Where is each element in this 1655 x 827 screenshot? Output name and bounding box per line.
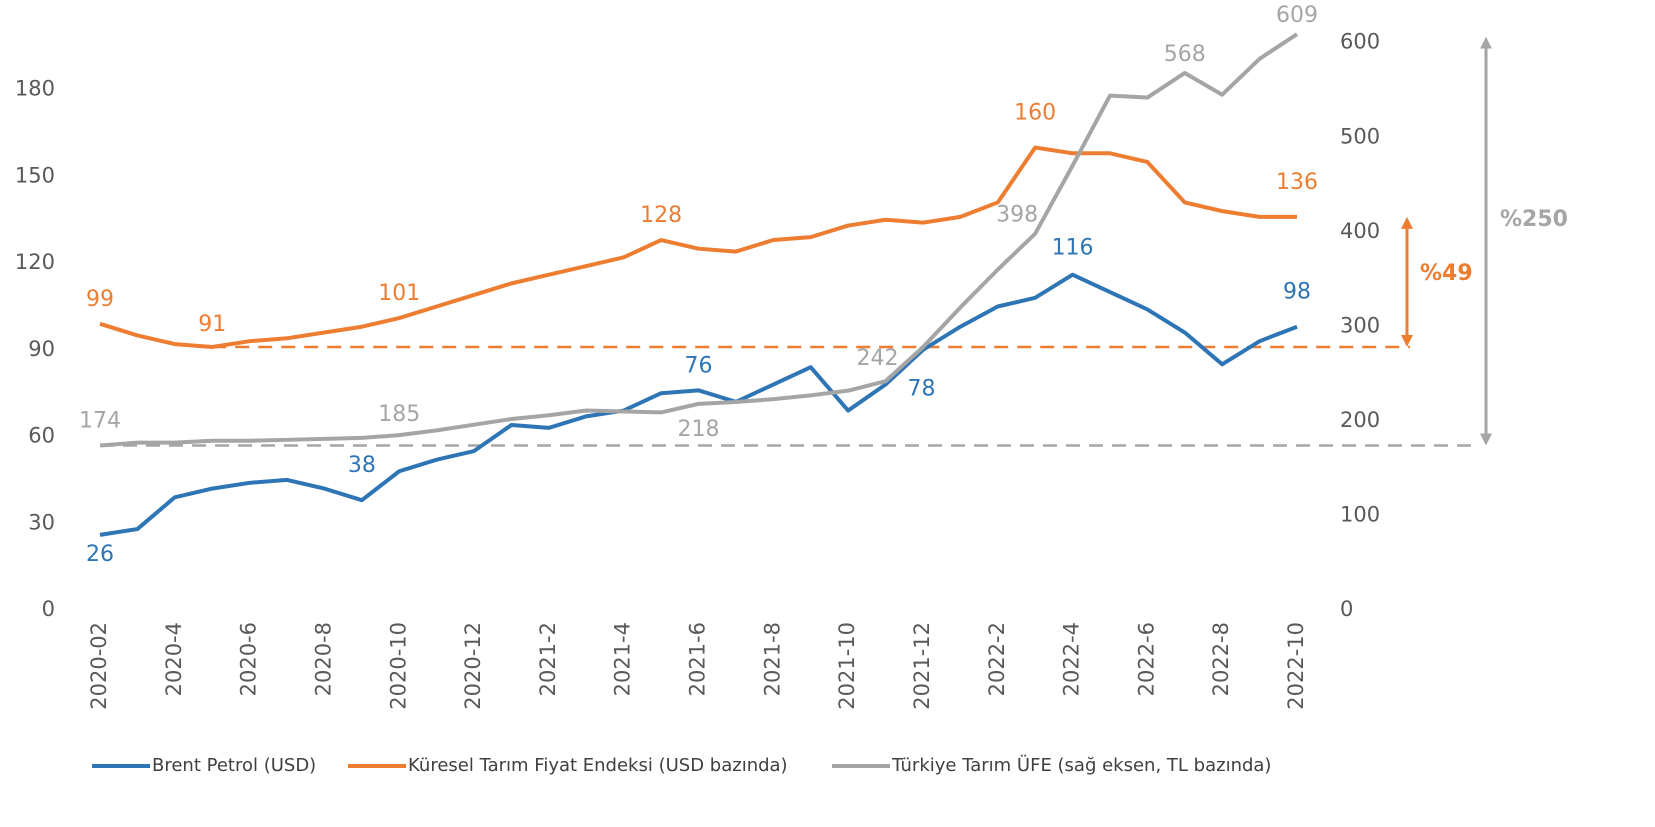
x-tick-label: 2020-02 [87, 622, 111, 710]
data-label: 568 [1164, 42, 1206, 67]
data-label: 242 [857, 346, 899, 371]
data-label: 116 [1052, 236, 1094, 261]
x-tick-label: 2021-8 [760, 622, 784, 696]
x-tick-label: 2022-6 [1134, 622, 1158, 696]
series-line [99, 272, 1298, 537]
x-tick-label: 2020-4 [162, 622, 186, 696]
x-tick-label: 2022-4 [1060, 622, 1084, 696]
data-label: 38 [348, 453, 376, 478]
x-tick-label: 2020-6 [237, 622, 261, 696]
series-line [99, 145, 1297, 349]
y-tick-label: 180 [15, 77, 55, 101]
annotation: %49 [1420, 261, 1473, 286]
x-tick-label: 2020-10 [386, 622, 410, 710]
data-label: 91 [198, 312, 226, 337]
data-label: 609 [1276, 3, 1318, 28]
y-tick-label: 90 [28, 337, 55, 361]
x-tick-label: 2021-6 [686, 622, 710, 696]
y-tick-label: 60 [28, 424, 55, 448]
y2-tick-label: 100 [1340, 502, 1380, 526]
data-label: 185 [378, 402, 420, 427]
y2-tick-label: 200 [1340, 408, 1380, 432]
data-label: 136 [1276, 170, 1318, 195]
data-label: 78 [908, 377, 936, 402]
y2-tick-label: 500 [1340, 124, 1380, 148]
data-label: 98 [1283, 280, 1311, 305]
data-label: 398 [996, 203, 1038, 228]
data-label: 101 [378, 281, 420, 306]
x-tick-label: 2022-2 [985, 622, 1009, 696]
series-line [99, 32, 1299, 448]
legend-label: Türkiye Tarım ÜFE (sağ eksen, TL bazında… [891, 754, 1271, 776]
legend-label: Brent Petrol (USD) [152, 755, 316, 776]
data-label: 128 [640, 203, 682, 228]
data-label: 174 [79, 408, 121, 433]
x-tick-label: 2020-12 [461, 622, 485, 710]
x-tick-label: 2020-8 [311, 622, 335, 696]
x-tick-label: 2021-2 [536, 622, 560, 696]
y-tick-label: 0 [42, 597, 55, 621]
x-tick-label: 2021-4 [611, 622, 635, 696]
y2-tick-label: 600 [1340, 30, 1380, 54]
y-tick-label: 30 [28, 510, 55, 534]
y2-tick-label: 300 [1340, 313, 1380, 337]
data-label: 218 [678, 417, 720, 442]
legend-label: Küresel Tarım Fiyat Endeksi (USD bazında… [408, 755, 788, 776]
y-tick-label: 120 [15, 250, 55, 274]
data-label: 160 [1014, 101, 1056, 126]
x-tick-label: 2022-10 [1284, 622, 1308, 710]
y2-tick-label: 0 [1340, 597, 1353, 621]
data-label: 76 [685, 353, 713, 378]
annotation: %250 [1500, 207, 1568, 232]
y-tick-label: 150 [15, 163, 55, 187]
x-tick-label: 2021-10 [835, 622, 859, 710]
data-label: 26 [86, 542, 114, 567]
x-tick-label: 2021-12 [910, 622, 934, 710]
y2-tick-label: 400 [1340, 219, 1380, 243]
data-label: 99 [86, 287, 114, 312]
x-tick-label: 2022-8 [1209, 622, 1233, 696]
